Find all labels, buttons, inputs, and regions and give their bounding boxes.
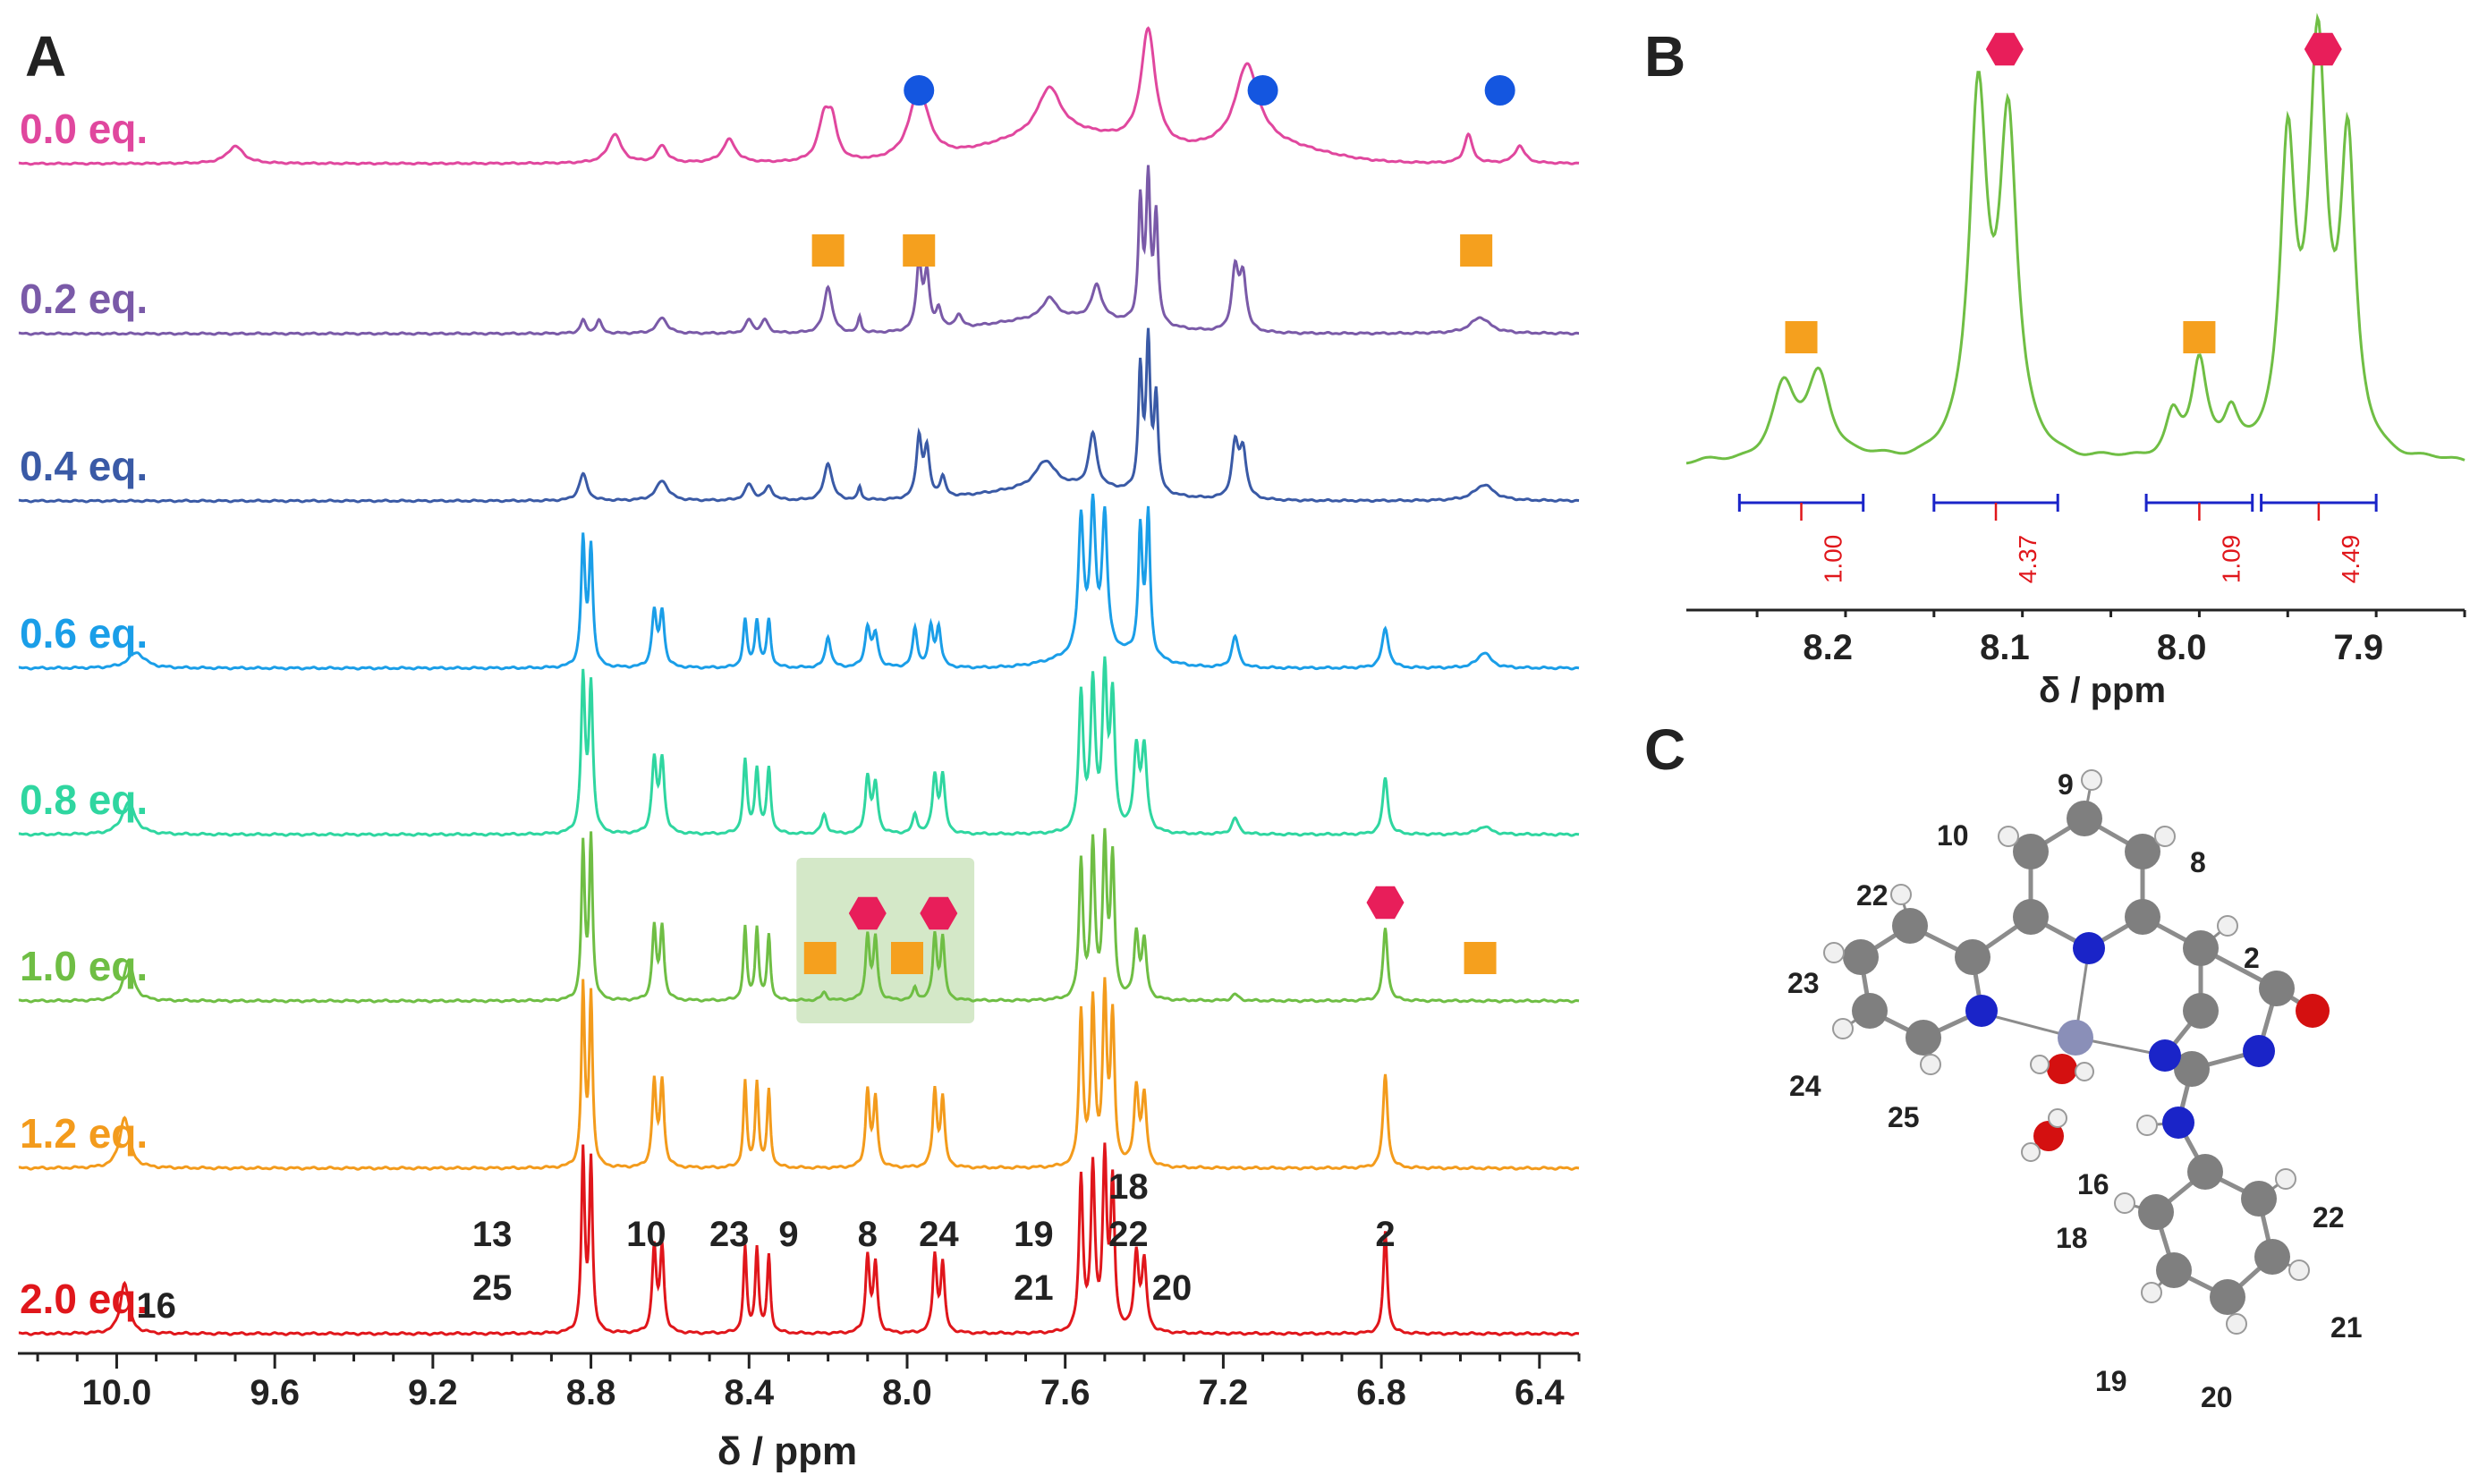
atom-label-19: 19 <box>2095 1365 2127 1397</box>
panel-b-letter: B <box>1644 24 1685 89</box>
zoom-x-tick-label-0: 8.2 <box>1803 628 1853 667</box>
peak-label-20-12: 20 <box>1152 1268 1193 1308</box>
integral-label-3: 4.49 <box>2337 535 2364 584</box>
series-label-02eq: 0.2 eq. <box>20 276 148 322</box>
x-tick-label-7: 7.2 <box>1199 1373 1249 1412</box>
panel-b-x-axis: 8.2 8.1 8.0 7.9 <box>1686 608 2466 667</box>
circle-marker-2 <box>1484 75 1515 106</box>
atom-label-18: 18 <box>2056 1222 2088 1254</box>
series-label-00eq: 0.0 eq. <box>20 106 148 152</box>
spectrum-line-04eq <box>18 327 1580 504</box>
atom-label-22-left: 22 <box>1856 879 1889 912</box>
square-marker-11 <box>1464 942 1497 974</box>
molecule-structure: 9 10 8 22 2 23 24 25 16 22 18 21 19 20 <box>1787 768 2363 1413</box>
zoom-square-marker-3 <box>2183 321 2216 353</box>
square-marker-5 <box>1460 234 1493 267</box>
x-tick-label-5: 8.0 <box>882 1373 932 1412</box>
nitrogen-atoms <box>1965 932 2275 1139</box>
zoom-x-tick-label-2: 8.0 <box>2157 628 2207 667</box>
square-marker-9 <box>803 942 836 974</box>
spectrum-line-12eq <box>18 977 1580 1171</box>
series-label-06eq: 0.6 eq. <box>20 610 148 657</box>
panel-b-spectrum: 1.00 4.37 1.09 4.49 <box>1685 13 2466 584</box>
integral-label-0: 1.00 <box>1820 535 1847 584</box>
hexagon-marker-7 <box>920 896 958 930</box>
hydrogen-atoms <box>1823 769 2310 1335</box>
atom-label-10: 10 <box>1937 819 1969 852</box>
peak-label-22-11: 22 <box>1108 1215 1149 1254</box>
zoom-hexagon-marker-0 <box>1985 32 2024 66</box>
spectrum-line-06eq <box>18 493 1580 671</box>
spectrum-line-08eq <box>18 656 1580 837</box>
atom-label-21: 21 <box>2330 1311 2363 1344</box>
x-tick-label-0: 10.0 <box>82 1373 152 1412</box>
peak-label-2-13: 2 <box>1375 1215 1395 1254</box>
series-label-08eq: 0.8 eq. <box>20 776 148 823</box>
atom-label-23: 23 <box>1787 967 1820 999</box>
spectrum-line-10eq <box>18 827 1580 1004</box>
atom-label-25: 25 <box>1888 1101 1920 1133</box>
peak-label-9-5: 9 <box>778 1215 798 1254</box>
peak-label-21-9: 21 <box>1014 1268 1054 1308</box>
atom-label-2: 2 <box>2244 942 2260 974</box>
square-marker-10 <box>890 942 923 974</box>
peak-label-8-6: 8 <box>858 1215 878 1254</box>
x-tick-label-9: 6.4 <box>1515 1373 1565 1412</box>
hexagon-marker-8 <box>1366 886 1405 920</box>
zoom-x-tick-label-3: 7.9 <box>2334 628 2384 667</box>
carbon-atoms <box>1843 801 2295 1315</box>
peak-label-16-0: 16 <box>136 1286 176 1326</box>
peak-label-24-7: 24 <box>919 1215 959 1254</box>
panel-a-x-axis: 10.0 9.6 9.2 8.8 8.4 8.0 7.6 7.2 6.8 6.4 <box>18 1352 1581 1412</box>
circle-marker-1 <box>1247 75 1278 106</box>
atom-label-20: 20 <box>2201 1381 2233 1413</box>
x-tick-label-8: 6.8 <box>1356 1373 1406 1412</box>
spectrum-line-00eq <box>18 26 1580 166</box>
square-marker-4 <box>903 234 936 267</box>
panel-a-spectra: 0.0 eq. 0.2 eq. 0.4 eq. 0.6 eq. 0.8 eq. 1.0 e… <box>18 26 1580 1336</box>
peak-label-25-2: 25 <box>472 1268 513 1308</box>
peak-label-19-8: 19 <box>1014 1215 1054 1254</box>
zoom-hexagon-marker-1 <box>2304 32 2342 66</box>
zoom-spectrum-line <box>1685 13 2466 465</box>
zoom-square-marker-2 <box>1785 321 1818 353</box>
zoom-x-tick-label-1: 8.1 <box>1980 628 2030 667</box>
hexagon-marker-6 <box>848 896 887 930</box>
highlight-box <box>796 858 975 1023</box>
series-label-04eq: 0.4 eq. <box>20 443 148 489</box>
peak-label-10-3: 10 <box>626 1215 666 1254</box>
series-label-12eq: 1.2 eq. <box>20 1110 148 1157</box>
peak-label-13-1: 13 <box>472 1215 513 1254</box>
circle-marker-0 <box>904 75 935 106</box>
integral-label-2: 1.09 <box>2217 535 2245 584</box>
atom-label-22-right: 22 <box>2313 1201 2345 1234</box>
atom-label-24: 24 <box>1789 1070 1821 1102</box>
integral-label-1: 4.37 <box>2014 535 2041 584</box>
series-label-20eq: 2.0 eq. <box>20 1276 148 1322</box>
panel-b-x-axis-title: δ / ppm <box>2039 671 2166 710</box>
panel-a-x-axis-title: δ / ppm <box>717 1429 857 1473</box>
spectrum-line-20eq <box>18 1142 1580 1336</box>
oxygen-atoms <box>2033 994 2330 1151</box>
atom-label-8: 8 <box>2190 846 2206 878</box>
atom-label-9: 9 <box>2058 768 2074 801</box>
panel-c-letter: C <box>1644 717 1685 782</box>
x-tick-label-3: 8.8 <box>566 1373 616 1412</box>
x-tick-label-2: 9.2 <box>408 1373 458 1412</box>
x-tick-label-4: 8.4 <box>724 1373 774 1412</box>
series-label-10eq: 1.0 eq. <box>20 943 148 989</box>
square-marker-3 <box>811 234 845 267</box>
peak-label-18-10: 18 <box>1108 1167 1149 1207</box>
panel-a-letter: A <box>25 24 66 89</box>
spectrum-line-02eq <box>18 165 1579 336</box>
metal-atom <box>2058 1020 2093 1056</box>
x-tick-label-1: 9.6 <box>250 1373 300 1412</box>
x-tick-label-6: 7.6 <box>1040 1373 1091 1412</box>
peak-label-23-4: 23 <box>709 1215 750 1254</box>
atom-label-16: 16 <box>2077 1168 2109 1200</box>
